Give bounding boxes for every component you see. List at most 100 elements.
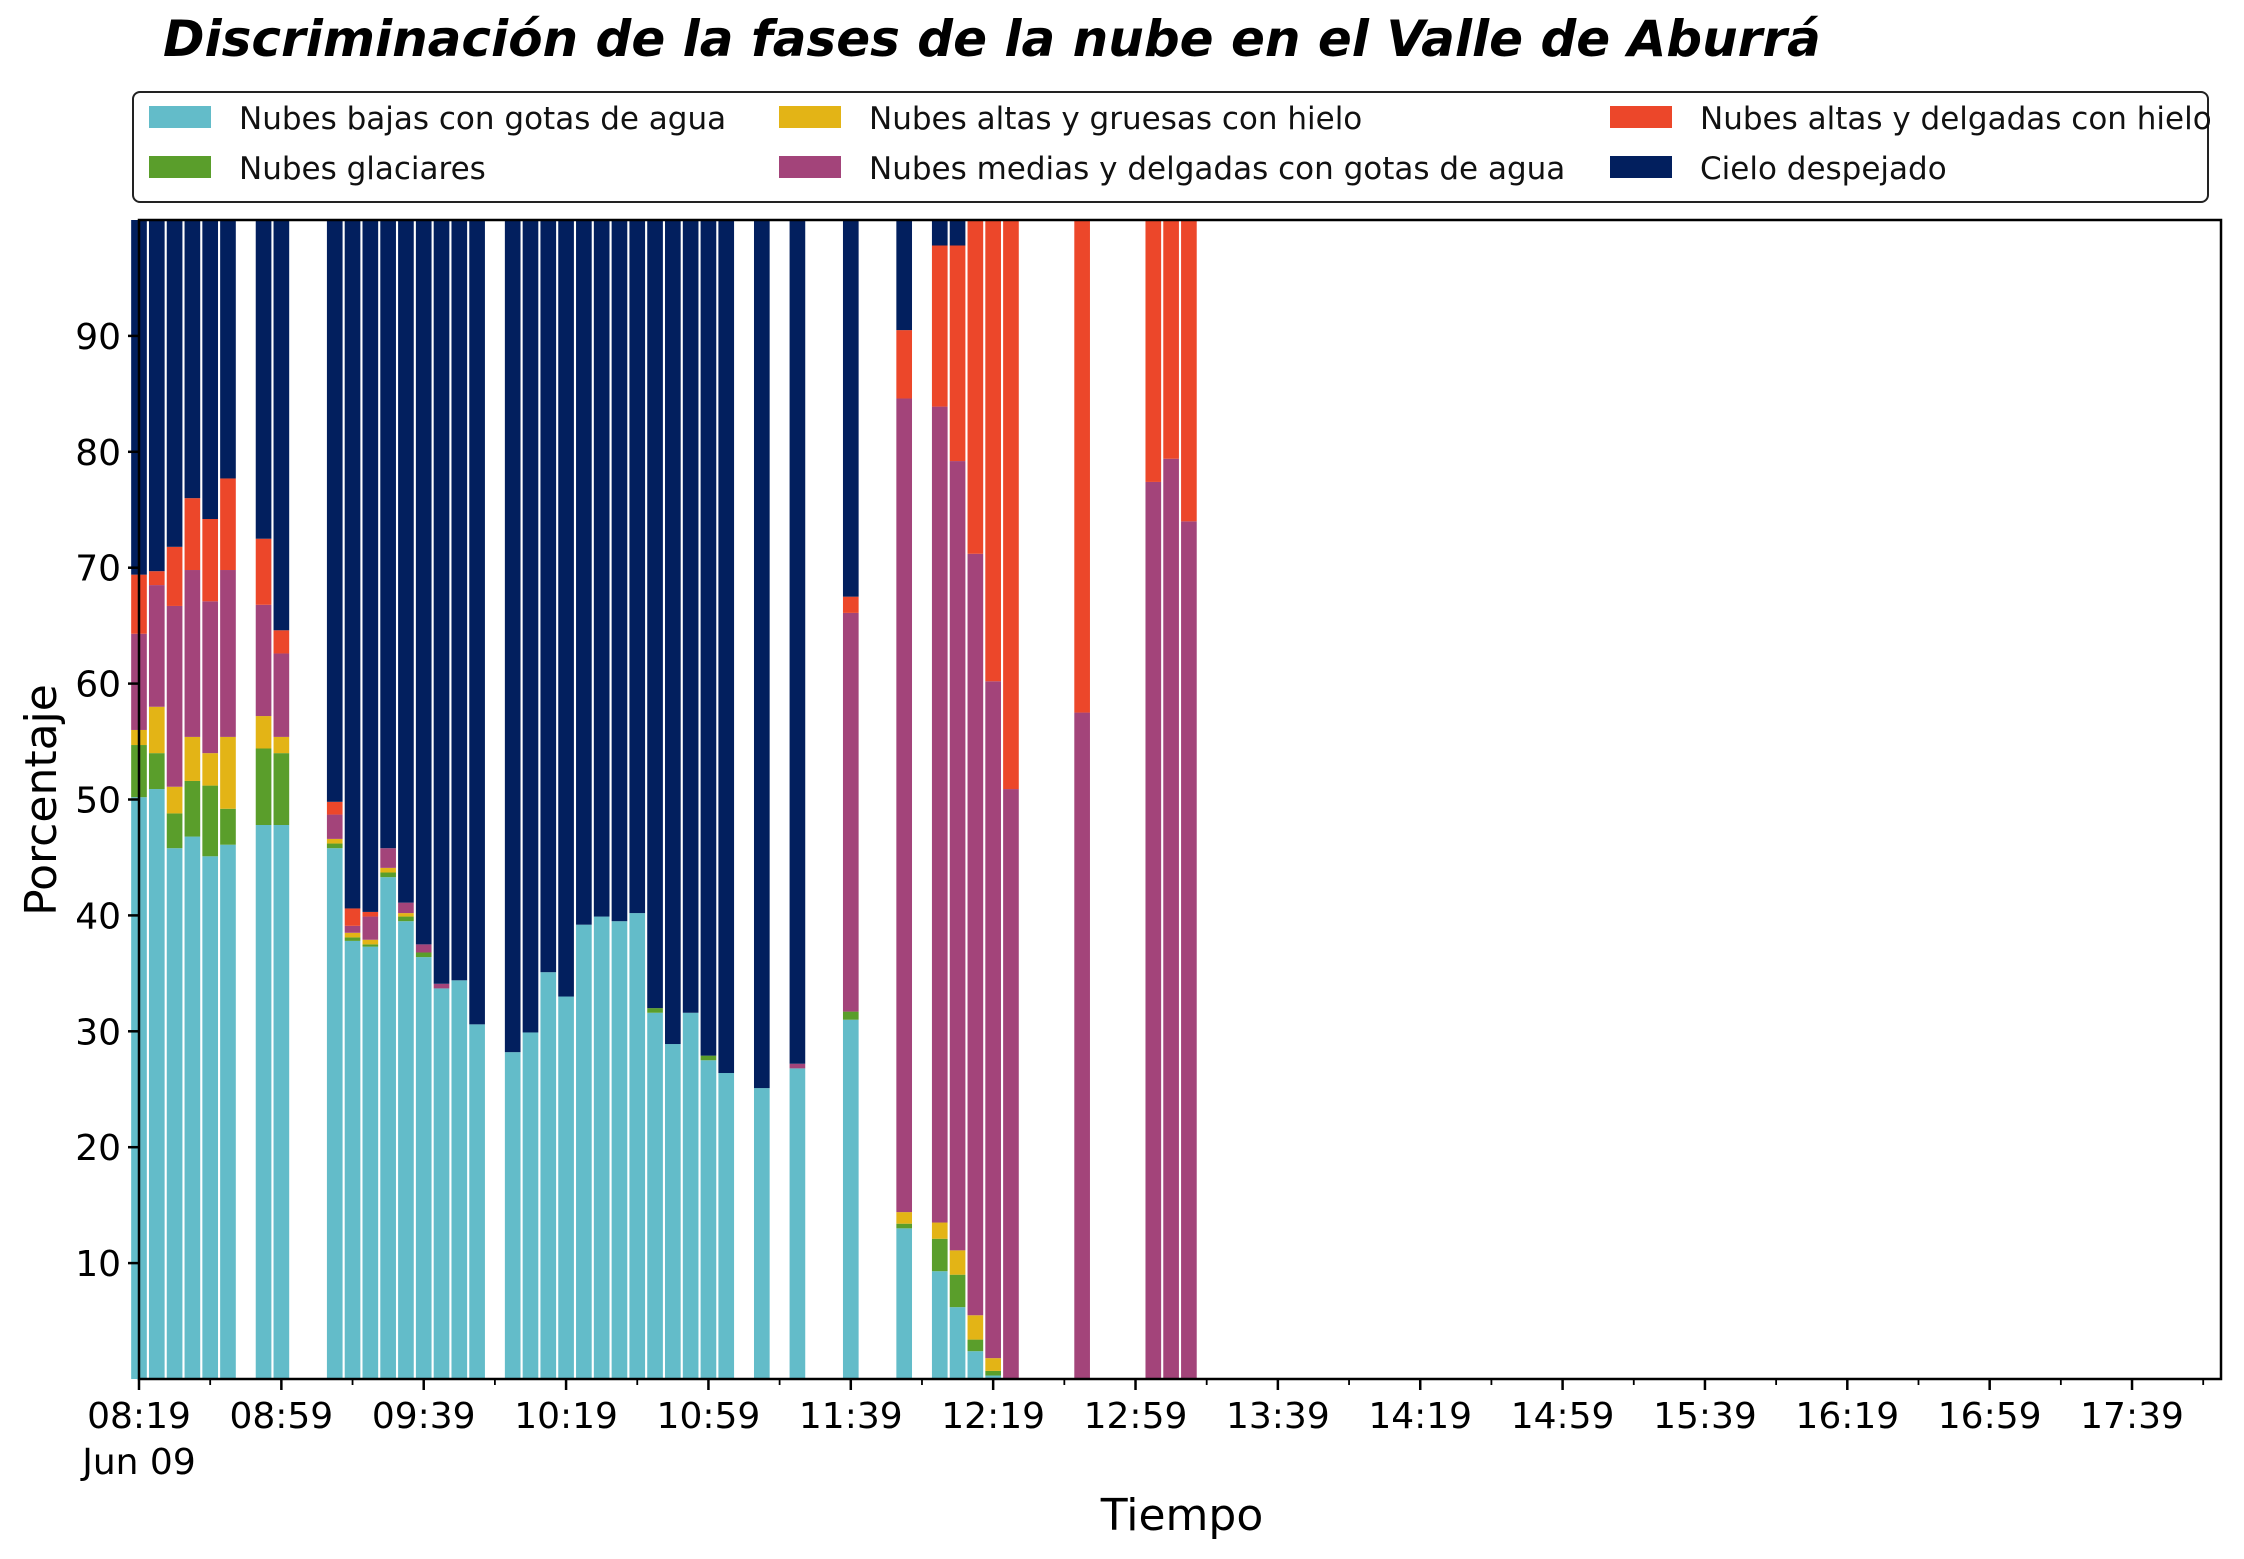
bar-segment: [344, 925, 361, 933]
x-tick-label: 09:39: [372, 1396, 476, 1437]
bar-segment: [985, 681, 1001, 1359]
bar-segment: [184, 736, 201, 781]
legend-swatch: [779, 156, 841, 178]
y-tick-label: 70: [75, 549, 121, 590]
bar-segment: [166, 813, 183, 849]
bar-segment: [326, 220, 343, 802]
bar-segment: [1145, 481, 1162, 1380]
bar-segment: [220, 808, 236, 845]
bar-segment: [255, 716, 272, 749]
bar-segment: [398, 902, 414, 914]
bar-segment: [362, 911, 379, 917]
bar-segment: [540, 972, 557, 1379]
legend-label: Nubes bajas con gotas de agua: [239, 101, 726, 137]
bar-segment: [985, 1370, 1001, 1376]
bar-segment: [255, 604, 272, 717]
y-tick-label: 30: [75, 1012, 121, 1053]
bar-segment: [398, 921, 414, 1379]
bar-segment: [362, 939, 379, 945]
bar-segment: [380, 867, 396, 873]
bar-segment: [326, 848, 343, 1379]
y-axis-ticks: 10 20 30 40 50 60 70 80 90: [75, 317, 139, 1285]
bar-segment: [380, 872, 396, 878]
bar-segment: [593, 916, 610, 1379]
bar-segment: [326, 843, 343, 849]
x-axis-ticks: 08:19 08:59 09:39 10:19 10:59 11:39 12:19 12:59…: [80, 1379, 2205, 1483]
bar-segment: [273, 630, 290, 654]
bar-segment: [842, 220, 859, 597]
bar-segment: [700, 1055, 717, 1061]
bar-segment: [451, 980, 468, 1379]
bar-segment: [273, 824, 290, 1379]
bar-segment: [967, 1339, 984, 1352]
bar-segment: [255, 824, 272, 1379]
legend-swatch: [1610, 106, 1672, 128]
bar-segment: [1163, 458, 1179, 1379]
bar-segment: [753, 1088, 770, 1379]
bar-segment: [273, 753, 290, 825]
bar-segment: [469, 1024, 485, 1379]
bar-segment: [415, 952, 432, 958]
bar-segment: [362, 916, 379, 940]
bar-segment: [398, 913, 414, 917]
y-tick-label: 40: [75, 896, 121, 937]
x-tick-label: 16:19: [1795, 1396, 1899, 1437]
bar-segment: [718, 220, 735, 1074]
bar-segment: [344, 932, 361, 938]
bar-segment: [184, 498, 201, 571]
y-tick-label: 80: [75, 433, 121, 474]
bar-segment: [202, 220, 219, 520]
bar-segment: [896, 330, 913, 399]
y-tick-label: 10: [75, 1244, 121, 1285]
legend-swatch: [149, 156, 211, 178]
legend-label: Nubes glaciares: [239, 151, 486, 187]
bar-segment: [451, 220, 468, 981]
bar-segment: [647, 1012, 663, 1379]
bar-segment: [985, 220, 1001, 682]
bar-segment: [931, 1238, 948, 1272]
bar-segment: [896, 398, 913, 1213]
bar-segment: [148, 789, 165, 1379]
bar-segment: [949, 1307, 966, 1379]
bar-segment: [949, 461, 966, 1251]
bar-segment: [255, 748, 272, 825]
bar-segment: [184, 570, 201, 737]
bar-segment: [789, 1063, 806, 1069]
bar-segment: [949, 245, 966, 462]
x-tick-label: 10:59: [657, 1396, 761, 1437]
bar-segment: [522, 1032, 539, 1379]
x-tick-label: 08:19: [87, 1396, 191, 1437]
bar-segment: [255, 538, 272, 605]
bar-segment: [166, 786, 183, 814]
y-tick-label: 60: [75, 665, 121, 706]
bar-segment: [842, 1019, 859, 1379]
x-tick-label: 14:19: [1368, 1396, 1472, 1437]
bar-segment: [184, 220, 201, 499]
bar-segment: [629, 913, 646, 1379]
bar-segment: [362, 220, 379, 912]
bar-segment: [1074, 220, 1090, 713]
bar-segment: [184, 836, 201, 1379]
bar-segment: [967, 1315, 984, 1340]
bar-segment: [1181, 521, 1197, 1379]
bar-segment: [344, 908, 361, 926]
bar-segment: [896, 1212, 913, 1224]
bar-segment: [220, 844, 236, 1379]
bar-segment: [1003, 220, 1019, 790]
bar-segment: [433, 220, 450, 984]
bar-segment: [931, 220, 948, 246]
legend-label: Nubes altas y delgadas con hielo: [1700, 101, 2212, 137]
bar-segment: [629, 220, 646, 914]
bar-segment: [504, 220, 521, 1053]
bar-segment: [967, 1351, 984, 1379]
bar-segment: [718, 1073, 735, 1379]
bar-segment: [931, 406, 948, 1223]
bar-segment: [842, 612, 859, 1012]
bar-segment: [665, 220, 681, 1045]
bar-segment: [789, 220, 806, 1064]
bar-segment: [949, 1274, 966, 1308]
bar-segment: [700, 220, 717, 1056]
bar-segment: [344, 940, 361, 1379]
bar-segment: [611, 220, 628, 922]
y-tick-label: 20: [75, 1128, 121, 1169]
